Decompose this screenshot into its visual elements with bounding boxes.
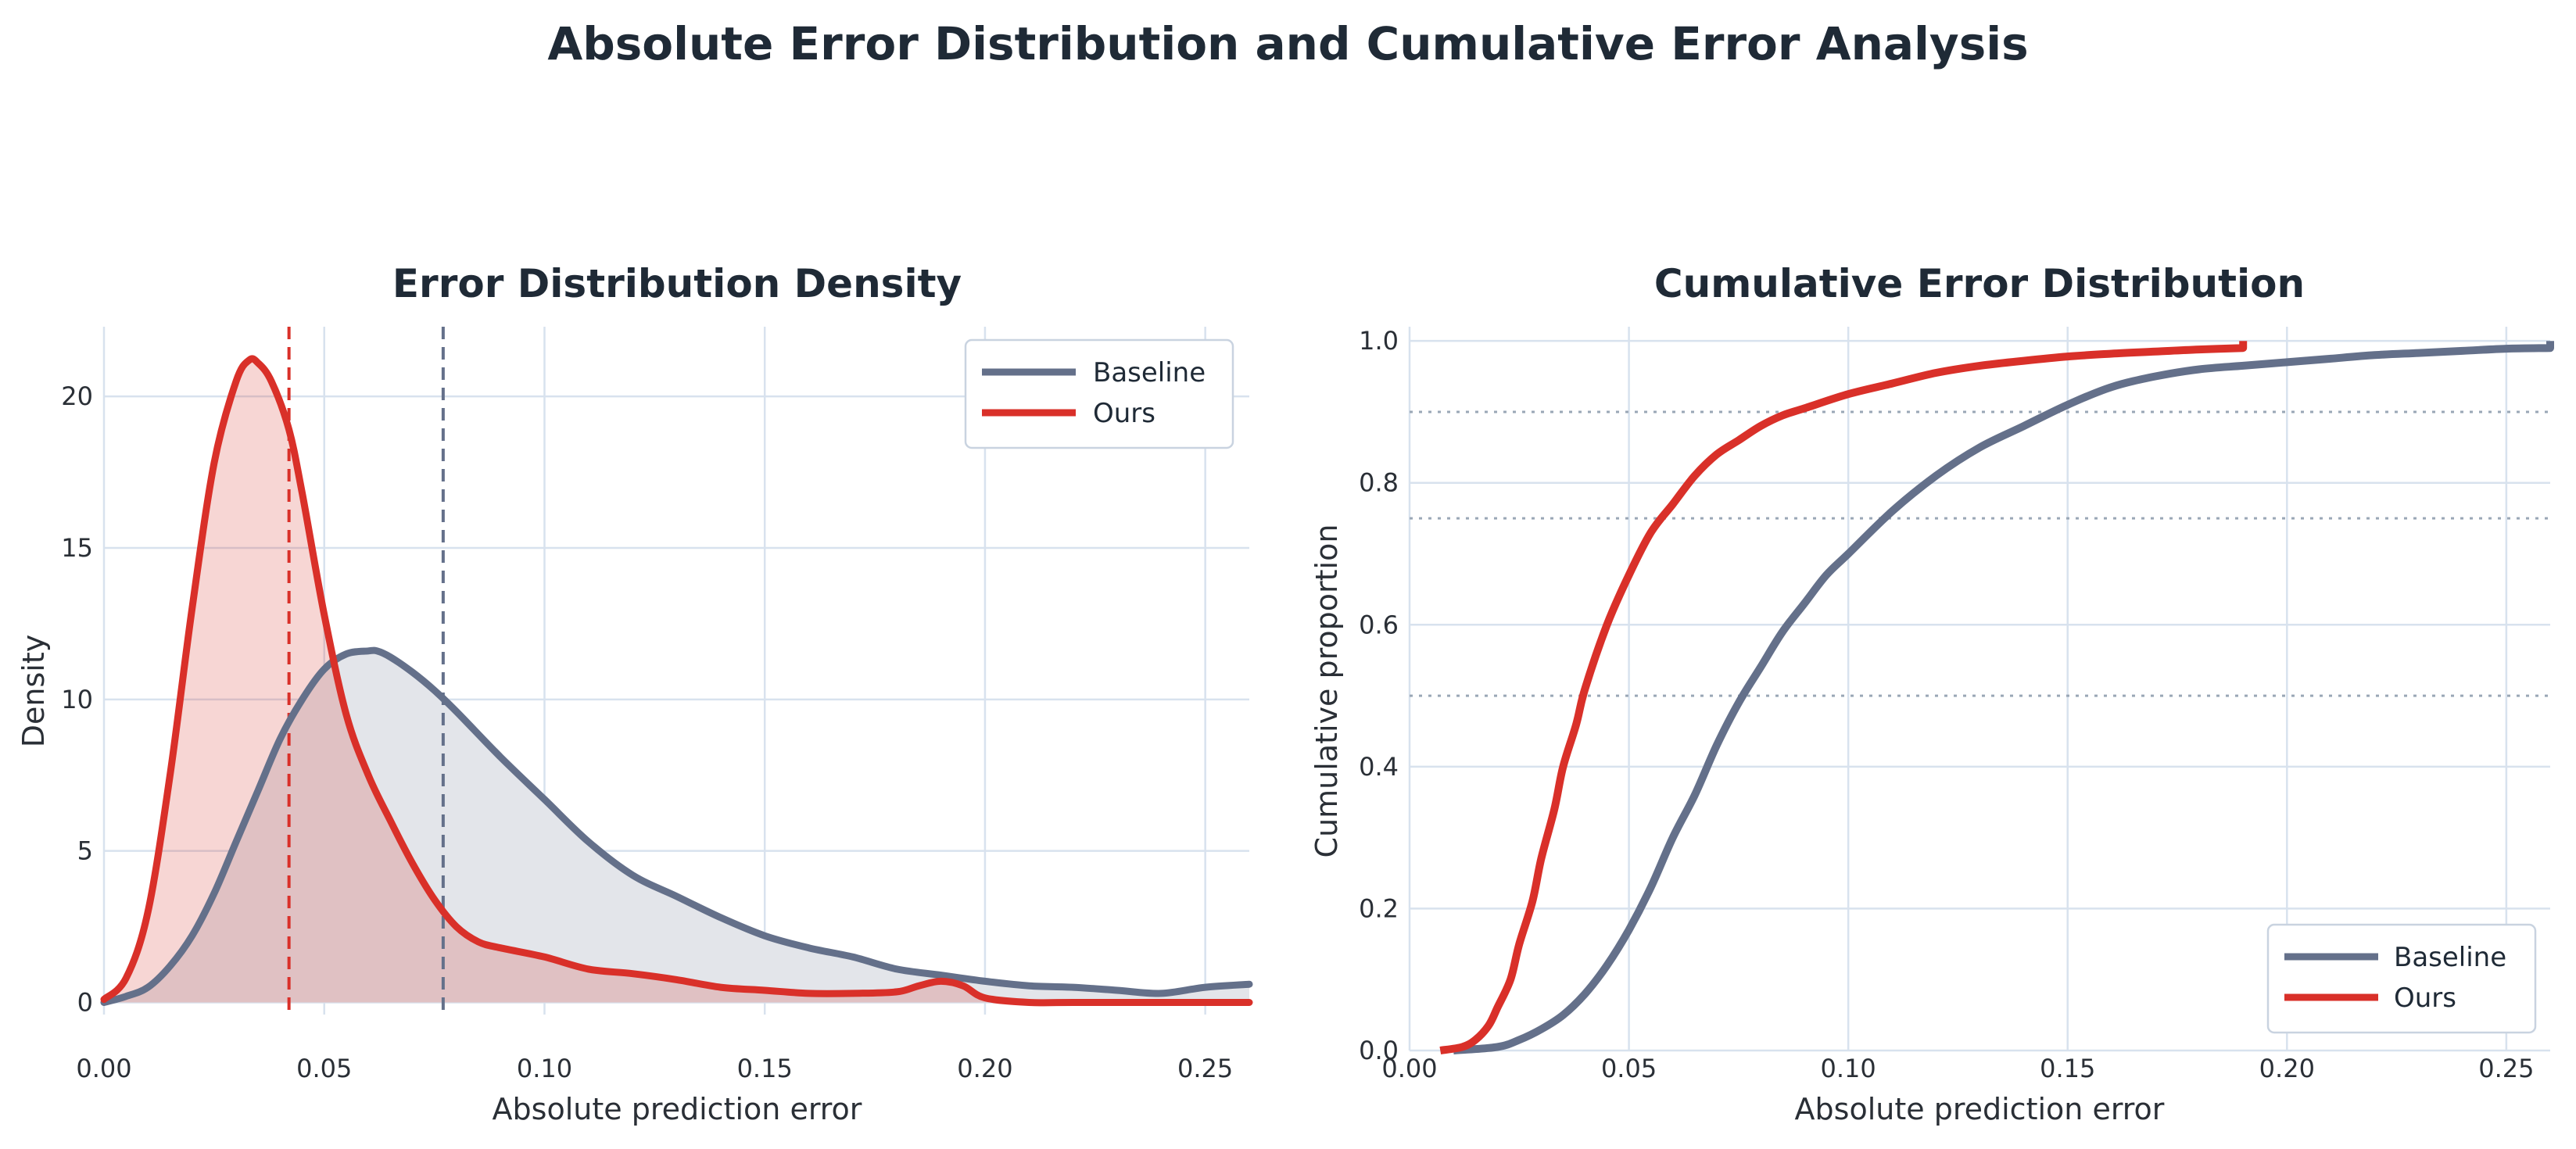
x-tick-label: 0.20 [957, 1054, 1012, 1083]
cumulative-reference-lines [1410, 410, 2550, 697]
density-legend-box [964, 338, 1234, 449]
cumulative-y-ticks: 0.0 0.2 0.4 0.6 0.8 1.0 [1359, 326, 1399, 1065]
x-tick-label: 0.00 [1381, 1054, 1437, 1083]
cumulative-panel: Cumulative Error Distribution 0.00 0.05 0.… [1309, 261, 2554, 1126]
x-tick-label: 0.15 [2040, 1054, 2095, 1083]
ours-cumulative-line [1439, 341, 2248, 1054]
density-legend-baseline-label: Baseline [1093, 357, 1206, 388]
cumulative-legend: Baseline Ours [2266, 923, 2537, 1034]
y-tick-label: 0.6 [1359, 610, 1399, 639]
cumulative-legend-box [2266, 923, 2537, 1034]
cumulative-x-ticks: 0.00 0.05 0.10 0.15 0.20 0.25 [1381, 1054, 2534, 1083]
cumulative-x-axis-label: Absolute prediction error [1795, 1092, 2165, 1126]
density-x-axis-label: Absolute prediction error [493, 1092, 862, 1126]
y-tick-label: 1.0 [1359, 326, 1399, 356]
baseline-density-fill [104, 650, 1249, 1003]
density-mean-lines [287, 327, 445, 1015]
figure-title: Absolute Error Distribution and Cumulati… [547, 17, 2029, 70]
cumulative-y-axis-label: Cumulative proportion [1309, 524, 1344, 858]
density-panel-title: Error Distribution Density [392, 261, 962, 306]
x-tick-label: 0.10 [1821, 1054, 1876, 1083]
density-legend: Baseline Ours [964, 338, 1234, 449]
y-tick-label: 10 [61, 685, 93, 714]
ours-density-line [100, 355, 1253, 1007]
density-panel: Error Distribution Density 0.00 0.05 0.10 0… [16, 261, 1253, 1126]
y-tick-label: 0 [77, 987, 93, 1017]
x-tick-label: 0.15 [737, 1054, 793, 1083]
y-tick-label: 0.8 [1359, 468, 1399, 498]
x-tick-label: 0.25 [2478, 1054, 2534, 1083]
ours-density-fill [104, 358, 1249, 1003]
x-tick-label: 0.20 [2259, 1054, 2315, 1083]
cumulative-lines [1439, 341, 2554, 1054]
y-tick-label: 0.2 [1359, 893, 1399, 923]
y-tick-label: 0.0 [1359, 1036, 1399, 1065]
density-legend-ours-label: Ours [1093, 398, 1155, 429]
baseline-density-line [100, 646, 1253, 1006]
x-tick-label: 0.25 [1177, 1054, 1233, 1083]
cumulative-legend-ours-label: Ours [2394, 983, 2456, 1014]
density-lines [100, 355, 1253, 1007]
cumulative-legend-baseline-label: Baseline [2394, 942, 2506, 973]
cumulative-panel-title: Cumulative Error Distribution [1654, 261, 2305, 306]
density-x-ticks: 0.00 0.05 0.10 0.15 0.20 0.25 [76, 1054, 1233, 1083]
y-tick-label: 15 [61, 533, 93, 563]
density-fills [104, 358, 1249, 1003]
x-tick-label: 0.05 [1601, 1054, 1657, 1083]
x-tick-label: 0.10 [517, 1054, 572, 1083]
density-y-axis-label: Density [16, 635, 51, 747]
y-tick-label: 20 [61, 381, 93, 411]
y-tick-label: 5 [77, 836, 93, 866]
x-tick-label: 0.00 [76, 1054, 131, 1083]
x-tick-label: 0.05 [296, 1054, 352, 1083]
baseline-cumulative-line [1453, 341, 2554, 1054]
density-y-ticks: 0 5 10 15 20 [61, 381, 93, 1017]
y-tick-label: 0.4 [1359, 752, 1399, 782]
